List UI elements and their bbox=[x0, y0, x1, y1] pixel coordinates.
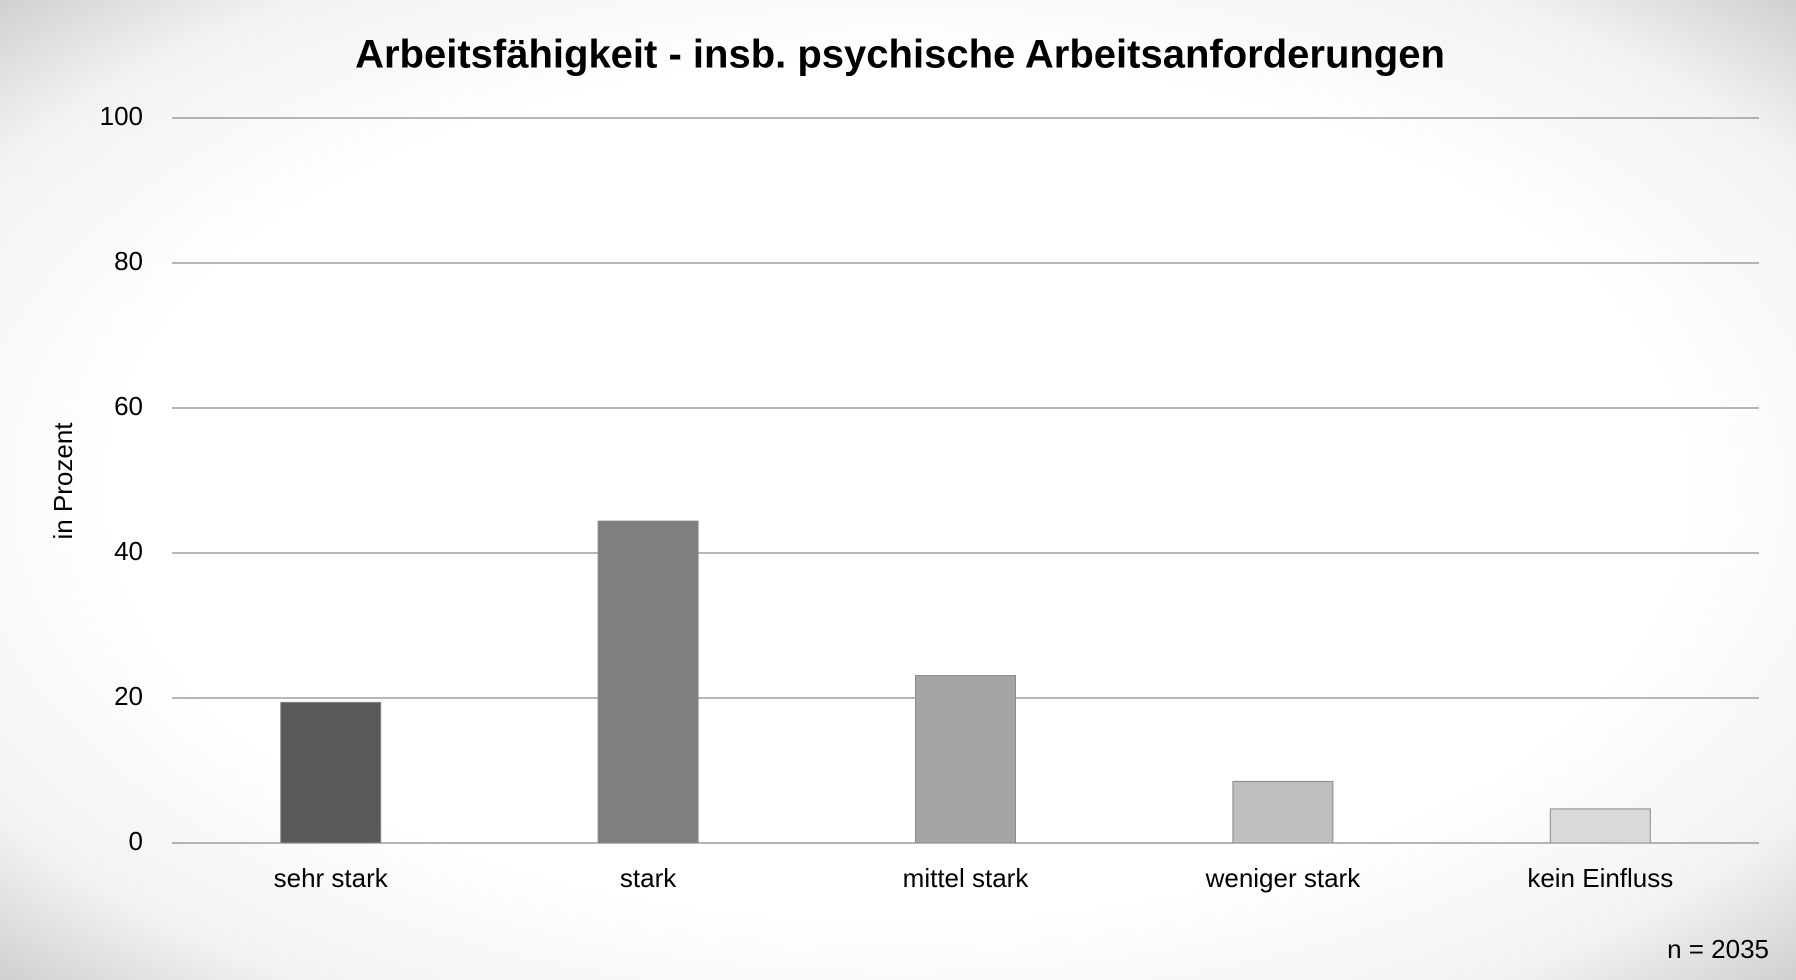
bar bbox=[597, 520, 699, 844]
x-tick-label: weniger stark bbox=[1205, 863, 1362, 893]
y-axis-label: in Prozent bbox=[48, 422, 78, 540]
y-tick-label: 40 bbox=[114, 536, 143, 566]
bar bbox=[1549, 808, 1651, 844]
x-tick-label: mittel stark bbox=[903, 863, 1030, 893]
y-tick-label: 20 bbox=[114, 681, 143, 711]
y-tick-label: 60 bbox=[114, 391, 143, 421]
annotation: n = 2035 bbox=[1667, 934, 1769, 964]
y-tick-label: 100 bbox=[100, 101, 143, 131]
x-tick-label: stark bbox=[620, 863, 677, 893]
chart-title: Arbeitsfähigkeit - insb. psychische Arbe… bbox=[355, 33, 1445, 77]
y-tick-label: 0 bbox=[129, 826, 143, 856]
bar bbox=[915, 675, 1016, 844]
bar bbox=[1232, 780, 1334, 844]
bar bbox=[280, 701, 382, 844]
y-tick-label: 80 bbox=[114, 246, 143, 276]
x-tick-label: kein Einfluss bbox=[1527, 863, 1673, 893]
x-tick-label: sehr stark bbox=[274, 863, 389, 893]
